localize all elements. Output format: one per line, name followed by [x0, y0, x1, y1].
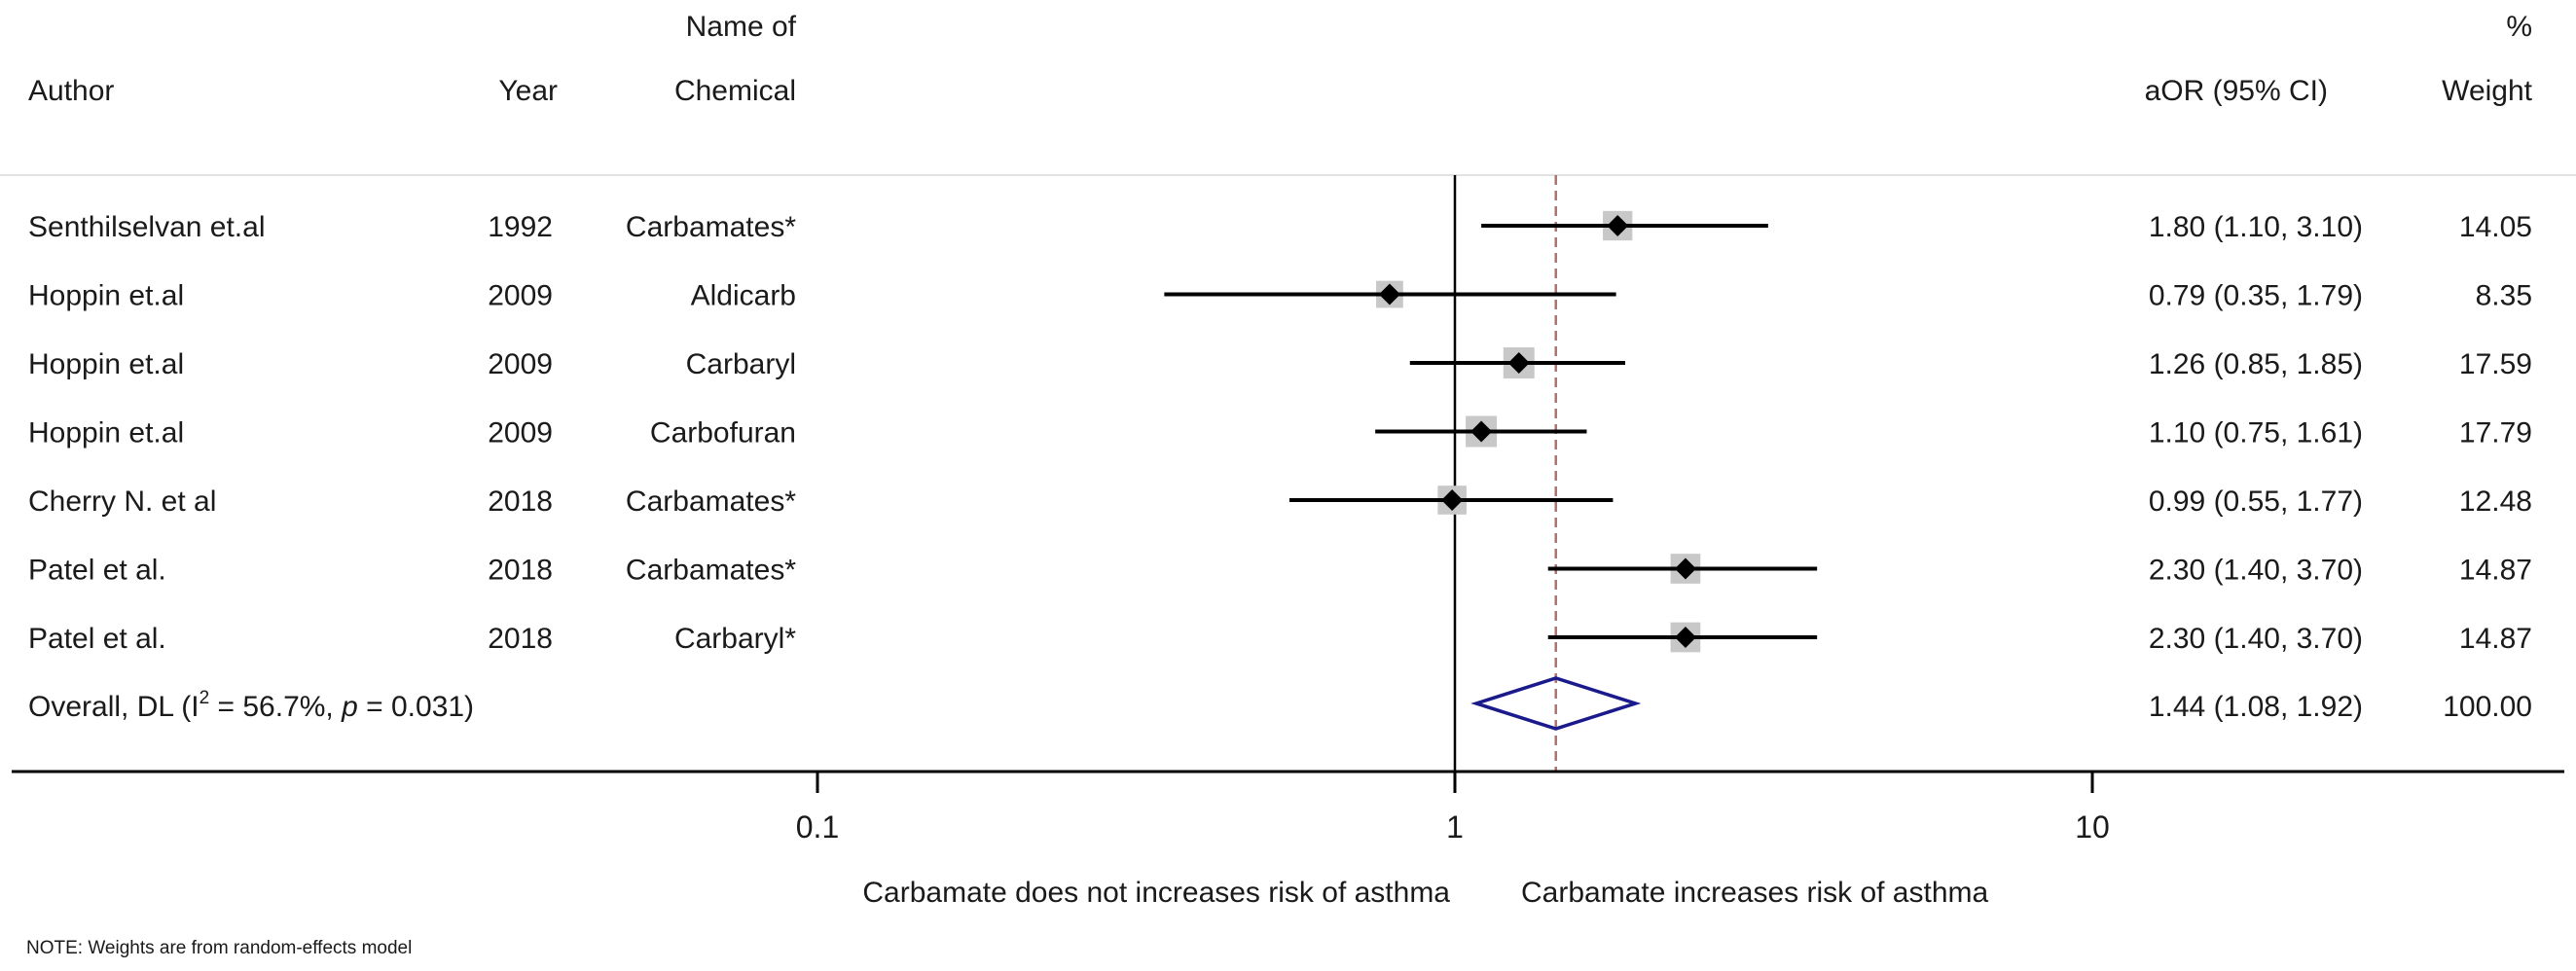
overall-label: Overall, DL (I2 = 56.7%, p = 0.031) [28, 688, 474, 723]
study-weight: 14.05 [2459, 211, 2532, 243]
footnote: NOTE: Weights are from random-effects mo… [26, 938, 412, 958]
header-weight-line2: Weight [2442, 75, 2532, 107]
study-weight: 14.87 [2459, 623, 2532, 655]
header-author: Author [28, 75, 114, 107]
annotation-left: Carbamate does not increases risk of ast… [862, 877, 1450, 909]
point-estimate [1470, 420, 1493, 443]
overall-row: Overall, DL (I2 = 56.7%, p = 0.031) 1.44… [28, 688, 2532, 723]
study-author: Patel et al. [28, 623, 166, 655]
study-weight: 14.87 [2459, 555, 2532, 587]
overall-weight: 100.00 [2443, 691, 2532, 723]
study-year: 2009 [488, 348, 553, 380]
study-effect: 0.79 (0.35, 1.79) [2149, 280, 2363, 312]
point-estimate [1507, 352, 1530, 374]
study-chemical: Carbofuran [650, 417, 796, 450]
header-chemical-line1: Name of [686, 11, 797, 43]
study-chemical: Aldicarb [691, 280, 796, 312]
pooled-diamond [1470, 676, 1642, 731]
study-year: 1992 [488, 211, 553, 243]
study-effect: 2.30 (1.40, 3.70) [2149, 555, 2363, 587]
study-weight: 8.35 [2476, 280, 2532, 312]
overall-label-mid: = 56.7%, [209, 691, 342, 723]
axis-annotations: Carbamate does not increases risk of ast… [862, 877, 1988, 909]
study-author: Hoppin et.al [28, 280, 184, 312]
x-tick-label: 10 [2075, 809, 2110, 845]
study-year: 2009 [488, 280, 553, 312]
study-effect: 2.30 (1.40, 3.70) [2149, 623, 2363, 655]
column-headers: Author Year Name of Chemical aOR (95% CI… [28, 11, 2533, 107]
study-chemical: Carbamates* [626, 486, 796, 518]
header-weight-line1: % [2506, 11, 2532, 43]
study-author: Hoppin et.al [28, 417, 184, 450]
study-author: Patel et al. [28, 555, 166, 587]
point-estimate [1674, 627, 1696, 648]
x-tick-label: 0.1 [796, 809, 839, 845]
point-estimate [1674, 557, 1696, 580]
study-chemical: Carbaryl [686, 348, 796, 380]
overall-label-sup: 2 [200, 688, 210, 708]
overall-effect: 1.44 (1.08, 1.92) [2149, 691, 2363, 723]
study-chemical: Carbamates* [626, 211, 796, 243]
plot-marks [1164, 175, 1818, 772]
study-year: 2018 [488, 486, 553, 518]
study-effect: 1.10 (0.75, 1.61) [2149, 417, 2363, 450]
study-year: 2018 [488, 623, 553, 655]
overall-label-p: p [341, 691, 358, 723]
study-effect: 0.99 (0.55, 1.77) [2149, 486, 2363, 518]
study-year: 2009 [488, 417, 553, 450]
study-effect: 1.26 (0.85, 1.85) [2149, 348, 2363, 380]
header-effect: aOR (95% CI) [2145, 75, 2328, 107]
study-chemical: Carbamates* [626, 555, 796, 587]
study-author: Cherry N. et al [28, 486, 216, 518]
study-author: Hoppin et.al [28, 348, 184, 380]
study-weight: 17.79 [2459, 417, 2532, 450]
study-author: Senthilselvan et.al [28, 211, 266, 243]
study-weight: 12.48 [2459, 486, 2532, 518]
x-axis: 0.1 1 10 [12, 770, 2564, 845]
study-weight: 17.59 [2459, 348, 2532, 380]
header-chemical-line2: Chemical [674, 75, 796, 107]
point-estimate [1441, 489, 1464, 511]
overall-label-suffix: = 0.031) [358, 691, 474, 723]
study-effect: 1.80 (1.10, 3.10) [2149, 211, 2363, 243]
x-tick-label: 1 [1446, 809, 1464, 845]
annotation-right: Carbamate increases risk of asthma [1521, 877, 1989, 909]
header-year: Year [498, 75, 558, 107]
overall-label-prefix: Overall, DL (I [28, 691, 200, 723]
study-year: 2018 [488, 555, 553, 587]
point-estimate [1378, 283, 1400, 306]
study-chemical: Carbaryl* [674, 623, 796, 655]
study-rows: Senthilselvan et.al 1992 Carbamates* 1.80 (… [28, 211, 2532, 655]
point-estimate [1607, 215, 1629, 236]
